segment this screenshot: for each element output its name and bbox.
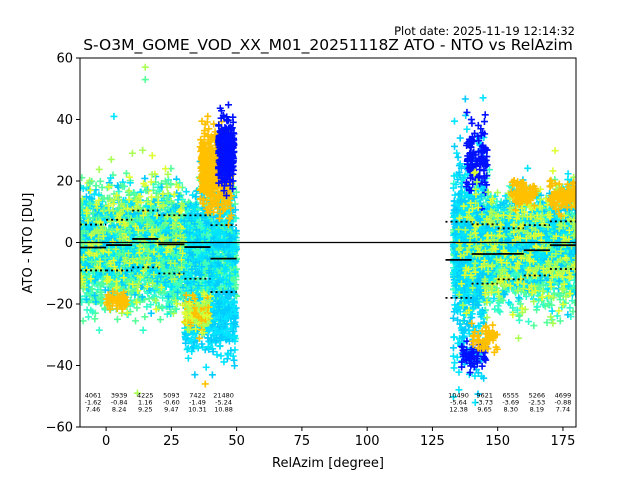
points-layer (80, 63, 576, 407)
data-point (143, 303, 151, 311)
data-point (147, 309, 155, 317)
data-point (156, 316, 164, 324)
data-point (113, 315, 121, 323)
data-point (95, 165, 103, 173)
data-point (208, 371, 216, 379)
data-point (224, 101, 232, 109)
data-point (217, 352, 225, 360)
data-point (141, 313, 149, 321)
data-point (139, 326, 147, 334)
data-point (92, 182, 100, 190)
data-point (204, 112, 212, 120)
data-point (96, 177, 104, 185)
data-point (182, 188, 190, 196)
data-point (80, 298, 86, 306)
data-point (83, 306, 91, 314)
data-point (132, 317, 140, 325)
data-point (95, 326, 103, 334)
data-point (84, 313, 92, 321)
data-point (80, 174, 86, 182)
data-point (148, 152, 156, 160)
data-point (231, 362, 239, 370)
plot-date: Plot date: 2025-11-19 12:14:32 (394, 24, 575, 38)
data-point (141, 174, 149, 182)
data-point (128, 149, 136, 157)
data-point (216, 342, 224, 350)
data-point (176, 179, 184, 187)
data-point (202, 363, 210, 371)
data-point (91, 315, 99, 323)
chart-title: S-O3M_GOME_VOD_XX_M01_20251118Z ATO - NT… (83, 36, 573, 55)
data-point (80, 317, 87, 325)
data-point (184, 354, 192, 362)
